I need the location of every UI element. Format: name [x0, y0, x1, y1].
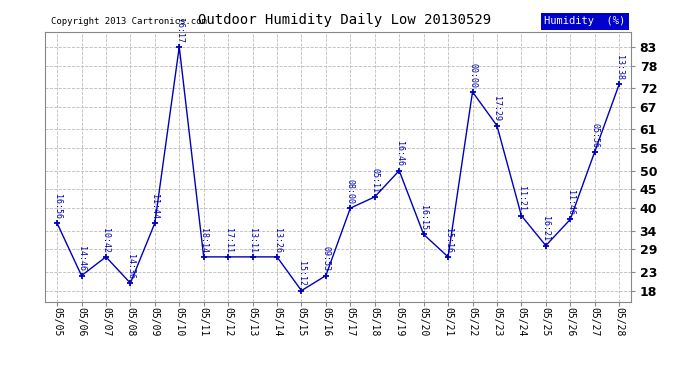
- Text: 11:46: 11:46: [566, 190, 575, 215]
- Text: 18:14: 18:14: [199, 228, 208, 253]
- Text: 11:44: 11:44: [150, 194, 159, 219]
- Text: 05:11: 05:11: [371, 168, 380, 193]
- Text: 08:00: 08:00: [346, 179, 355, 204]
- Text: 16:46: 16:46: [395, 141, 404, 166]
- Text: 13:38: 13:38: [615, 55, 624, 80]
- Text: 15:16: 15:16: [444, 228, 453, 253]
- Text: 16:15: 16:15: [419, 205, 428, 230]
- Text: Outdoor Humidity Daily Low 20130529: Outdoor Humidity Daily Low 20130529: [199, 13, 491, 27]
- Text: Copyright 2013 Cartronics.com: Copyright 2013 Cartronics.com: [51, 18, 206, 27]
- Text: 09:53: 09:53: [322, 246, 331, 272]
- Text: 17:11: 17:11: [224, 228, 233, 253]
- Text: 15:12: 15:12: [297, 261, 306, 286]
- Text: 16:17: 16:17: [175, 18, 184, 43]
- Text: 00:00: 00:00: [468, 63, 477, 88]
- Text: 14:36: 14:36: [126, 254, 135, 279]
- Text: 14:46: 14:46: [77, 246, 86, 272]
- Text: 13:26: 13:26: [273, 228, 282, 253]
- Text: 05:56: 05:56: [590, 123, 599, 148]
- Text: 13:11: 13:11: [248, 228, 257, 253]
- Text: 16:56: 16:56: [52, 194, 61, 219]
- Text: 17:29: 17:29: [493, 96, 502, 122]
- Text: Humidity  (%): Humidity (%): [544, 16, 626, 27]
- Text: 16:21: 16:21: [542, 216, 551, 242]
- Text: 10:42: 10:42: [101, 228, 110, 253]
- Text: 11:21: 11:21: [517, 186, 526, 211]
